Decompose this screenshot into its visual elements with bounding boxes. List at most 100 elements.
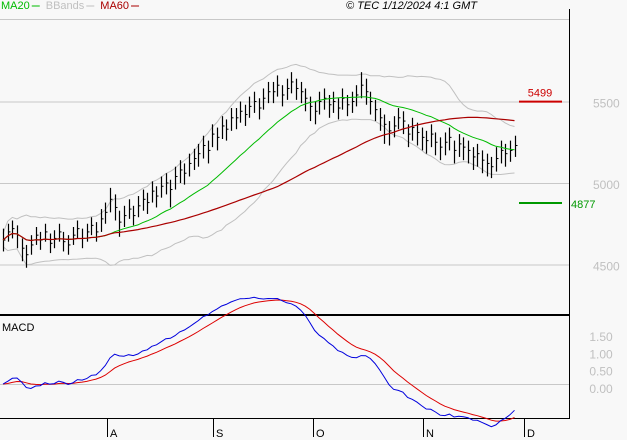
price-bar [309, 96, 313, 122]
price-bar [86, 223, 90, 242]
price-bar [128, 199, 132, 219]
price-bar [267, 81, 271, 104]
price-bar [421, 127, 425, 151]
macd-tick-label: 1.00 [589, 347, 613, 361]
price-bar [72, 227, 76, 245]
price-bar [462, 137, 466, 161]
price-bar [100, 209, 104, 232]
price-bar [295, 78, 299, 100]
price-bar [272, 81, 276, 104]
price-bar [95, 222, 99, 242]
price-bar [318, 91, 322, 115]
price-bar [221, 116, 225, 139]
bband-lower-line [2, 118, 515, 266]
price-bar [193, 148, 197, 170]
price-bar [337, 98, 341, 120]
price-bar [430, 124, 434, 148]
price-bar [16, 225, 20, 249]
price-bar [114, 194, 118, 221]
price-bar [262, 88, 266, 110]
price-bar [11, 220, 15, 239]
price-bar [416, 122, 420, 146]
macd-tick-label: 0.00 [589, 382, 613, 396]
price-bar [351, 91, 355, 113]
price-bar [216, 127, 220, 151]
price-bar [90, 217, 94, 236]
price-bar [165, 173, 169, 195]
price-bar [25, 244, 29, 268]
price-bar [383, 114, 387, 144]
price-bar [21, 238, 25, 262]
price-bar [39, 231, 43, 250]
bband-upper-line [2, 63, 515, 234]
ma20-line [2, 96, 515, 242]
price-bar [458, 134, 462, 157]
legend-ma60-label: MA60 [100, 0, 129, 12]
price-bar [472, 147, 476, 170]
copyright: © TEC 1/12/2024 4:1 GMT [346, 0, 478, 12]
price-bar [467, 140, 471, 164]
price-bar [123, 205, 127, 228]
price-bar [253, 91, 257, 113]
price-bar [369, 91, 373, 115]
price-bar [365, 78, 369, 105]
price-bar [355, 85, 359, 107]
macd-tick-label: 1.50 [589, 330, 613, 344]
price-bar [300, 81, 304, 104]
price-bar [179, 160, 183, 183]
price-bar [490, 156, 494, 179]
price-bar [109, 187, 113, 213]
price-bar [444, 132, 448, 156]
price-bar [258, 98, 262, 120]
price-bar [244, 104, 248, 126]
price-bar [304, 88, 308, 112]
price-tick-label: 5500 [593, 97, 620, 111]
price-bar [476, 143, 480, 167]
price-bar [434, 132, 438, 156]
price-bar [448, 127, 452, 151]
price-bar [393, 116, 397, 138]
price-bar [411, 117, 415, 141]
price-bar [514, 135, 518, 157]
price-bar [183, 163, 187, 185]
legend-ma20-label: MA20 [1, 0, 30, 12]
macd-signal-line [2, 299, 515, 422]
price-bar [174, 166, 178, 190]
price-bar [197, 143, 201, 167]
price-bar [239, 101, 243, 123]
price-bar [160, 176, 164, 198]
price-bar [341, 88, 345, 110]
price-bar [7, 223, 11, 242]
price-bar [142, 189, 146, 211]
price-bar [346, 94, 350, 117]
price-bar [281, 85, 285, 107]
ma60-line [2, 116, 515, 242]
price-bar [425, 130, 429, 154]
price-bar [155, 186, 159, 208]
price-bar [211, 124, 215, 148]
macd-line [2, 296, 515, 428]
price-bar [207, 140, 211, 164]
price-bar [169, 179, 173, 208]
price-bar [151, 181, 155, 203]
price-bar [276, 75, 280, 97]
price-bar [188, 153, 192, 177]
macd-panel-label: MACD [2, 322, 34, 334]
price-bar [67, 235, 71, 255]
month-tick-label: S [216, 428, 223, 440]
macd-tick-label: 0.50 [589, 365, 613, 379]
price-bar [49, 233, 53, 254]
price-bar [504, 143, 508, 167]
price-bar [374, 99, 378, 122]
price-bar [314, 101, 318, 125]
price-bar [225, 119, 229, 141]
price-tick-label: 5000 [593, 178, 620, 192]
price-bar [62, 231, 66, 252]
price-bar [481, 150, 485, 174]
price-bar [509, 140, 513, 162]
price-bar [439, 137, 443, 161]
price-bar [202, 135, 206, 159]
price-bar [146, 192, 150, 214]
month-tick-label: D [527, 428, 535, 440]
price-bar [30, 235, 34, 255]
